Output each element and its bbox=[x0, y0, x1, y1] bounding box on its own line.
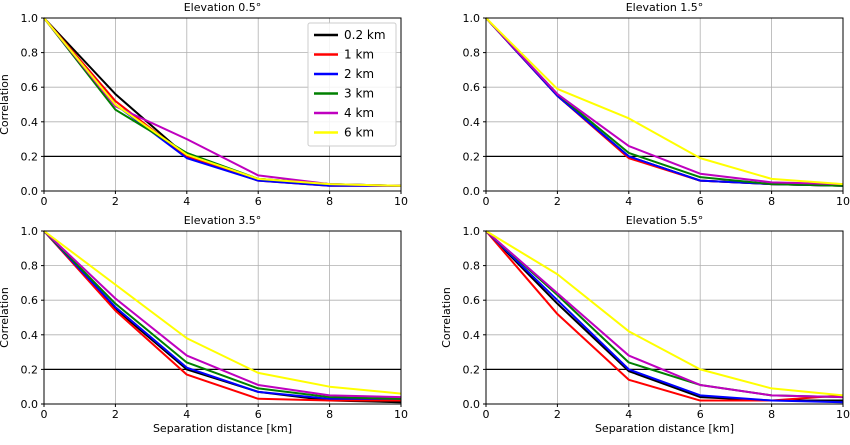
legend: 0.2 km 1 km 2 km 3 km 4 km 6 km bbox=[308, 23, 396, 146]
x-tick-label: 4 bbox=[183, 195, 190, 208]
y-tick-label: 0.0 bbox=[463, 185, 481, 198]
legend-entry: 4 km bbox=[344, 106, 374, 120]
x-tick-label: 0 bbox=[483, 195, 490, 208]
series-line-5 bbox=[486, 231, 843, 397]
y-tick-label: 0.4 bbox=[21, 329, 39, 342]
y-tick-label: 0.2 bbox=[21, 150, 39, 163]
y-tick-label: 1.0 bbox=[21, 225, 39, 238]
y-tick-label: 1.0 bbox=[463, 225, 481, 238]
legend-entry: 1 km bbox=[344, 48, 374, 62]
series-line-3 bbox=[486, 231, 843, 402]
x-tick-label: 4 bbox=[625, 195, 632, 208]
x-axis-label: Separation distance [km] bbox=[595, 422, 734, 435]
x-tick-label: 2 bbox=[112, 408, 119, 421]
legend-entry: 0.2 km bbox=[344, 28, 386, 42]
y-tick-label: 0.0 bbox=[21, 185, 39, 198]
chart-title: Elevation 0.5° bbox=[184, 1, 262, 14]
x-tick-label: 4 bbox=[625, 408, 632, 421]
legend-entry: 3 km bbox=[344, 87, 374, 101]
y-tick-label: 0.6 bbox=[463, 294, 481, 307]
series-line-1 bbox=[44, 231, 401, 402]
y-tick-label: 0.8 bbox=[463, 47, 481, 60]
chart-title: Elevation 1.5° bbox=[626, 1, 704, 14]
x-tick-label: 10 bbox=[836, 408, 850, 421]
y-tick-label: 0.4 bbox=[463, 329, 481, 342]
chart-panel-1: 0 2 4 6 8 10 0.0 0.2 0.4 0.6 0.8 1.0 Elevation 0.5° C… bbox=[0, 1, 408, 208]
x-tick-label: 8 bbox=[326, 408, 333, 421]
y-tick-label: 0.8 bbox=[463, 260, 481, 273]
x-tick-label: 6 bbox=[255, 195, 262, 208]
x-tick-label: 10 bbox=[394, 195, 408, 208]
y-tick-label: 0.6 bbox=[21, 81, 39, 94]
plot-frame bbox=[486, 231, 843, 404]
x-tick-label: 8 bbox=[768, 195, 775, 208]
plot-frame bbox=[44, 231, 401, 404]
x-tick-label: 10 bbox=[836, 195, 850, 208]
chart-panel-3: 0 2 4 6 8 10 0.0 0.2 0.4 0.6 0.8 1.0 Elevation 3.5° S… bbox=[0, 214, 408, 435]
series-line-2 bbox=[486, 231, 843, 401]
x-tick-label: 2 bbox=[112, 195, 119, 208]
x-tick-label: 6 bbox=[697, 408, 704, 421]
x-tick-label: 8 bbox=[326, 195, 333, 208]
y-tick-label: 0.0 bbox=[21, 398, 39, 411]
x-tick-label: 0 bbox=[41, 195, 48, 208]
y-tick-label: 0.8 bbox=[21, 47, 39, 60]
y-axis-label: Correlation bbox=[440, 287, 453, 348]
y-tick-label: 0.6 bbox=[21, 294, 39, 307]
y-tick-label: 0.6 bbox=[463, 81, 481, 94]
chart-title: Elevation 3.5° bbox=[184, 214, 262, 227]
x-tick-label: 8 bbox=[768, 408, 775, 421]
y-tick-label: 0.0 bbox=[463, 398, 481, 411]
series-line-4 bbox=[44, 231, 401, 399]
y-tick-label: 1.0 bbox=[463, 12, 481, 25]
x-tick-label: 6 bbox=[255, 408, 262, 421]
chart-title: Elevation 5.5° bbox=[626, 214, 704, 227]
x-axis-label: Separation distance [km] bbox=[153, 422, 292, 435]
y-tick-label: 1.0 bbox=[21, 12, 39, 25]
series-line-1 bbox=[486, 231, 843, 401]
y-tick-label: 0.4 bbox=[21, 116, 39, 129]
series-line-5 bbox=[44, 231, 401, 397]
series-line-3 bbox=[44, 231, 401, 399]
x-tick-label: 10 bbox=[394, 408, 408, 421]
series-line-5 bbox=[486, 18, 843, 184]
y-tick-label: 0.2 bbox=[463, 150, 481, 163]
x-tick-label: 0 bbox=[41, 408, 48, 421]
y-axis-label: Correlation bbox=[0, 287, 11, 348]
x-tick-label: 6 bbox=[697, 195, 704, 208]
legend-entry: 6 km bbox=[344, 126, 374, 140]
y-tick-label: 0.8 bbox=[21, 260, 39, 273]
x-tick-label: 2 bbox=[554, 408, 561, 421]
series-line-4 bbox=[486, 231, 843, 397]
x-tick-label: 2 bbox=[554, 195, 561, 208]
y-axis-label: Correlation bbox=[0, 74, 11, 135]
x-tick-label: 0 bbox=[483, 408, 490, 421]
y-tick-label: 0.2 bbox=[21, 363, 39, 376]
x-tick-label: 4 bbox=[183, 408, 190, 421]
chart-panel-2: 0 2 4 6 8 10 0.0 0.2 0.4 0.6 0.8 1.0 Elevation 1.5° bbox=[463, 1, 850, 208]
chart-panel-4: 0 2 4 6 8 10 0.0 0.2 0.4 0.6 0.8 1.0 Elevation 5.5° S… bbox=[440, 214, 850, 435]
legend-entry: 2 km bbox=[344, 67, 374, 81]
y-tick-label: 0.2 bbox=[463, 363, 481, 376]
y-tick-label: 0.4 bbox=[463, 116, 481, 129]
